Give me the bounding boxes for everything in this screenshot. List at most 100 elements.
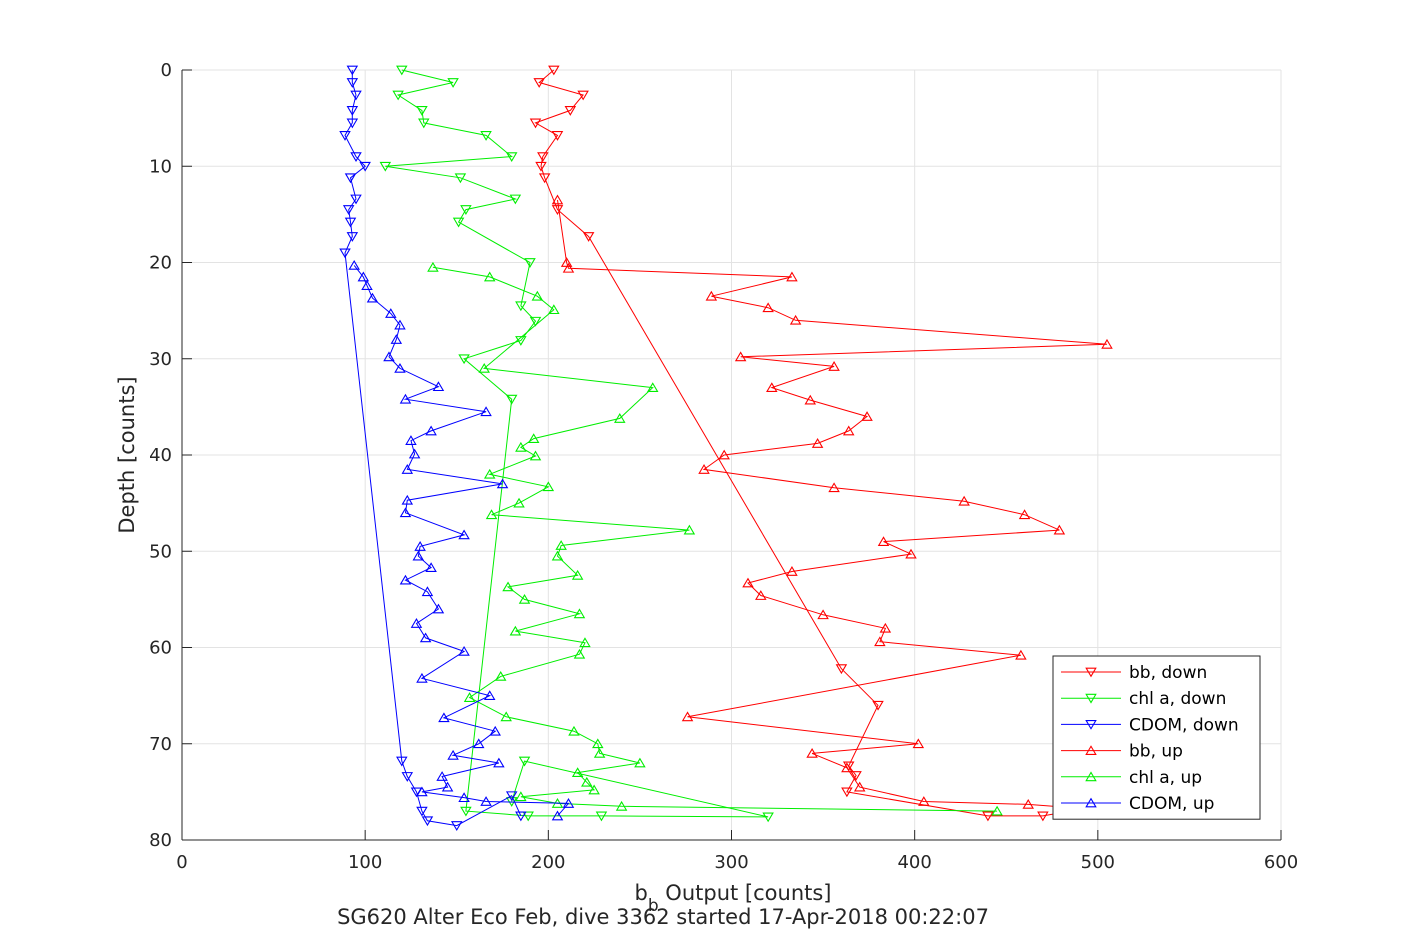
data-point	[485, 509, 498, 520]
data-point	[806, 747, 818, 758]
data-point	[766, 382, 778, 393]
data-point	[542, 481, 555, 492]
data-point	[509, 625, 522, 636]
data-point	[515, 811, 527, 822]
data-point	[879, 622, 892, 633]
data-point	[390, 334, 403, 344]
legend-label: bb, up	[1129, 742, 1183, 762]
data-point	[1101, 338, 1113, 349]
data-point	[366, 292, 379, 303]
data-point	[359, 161, 371, 172]
data-point	[551, 810, 564, 821]
data-point	[811, 438, 824, 448]
legend-marker	[1085, 745, 1097, 755]
data-point	[527, 433, 540, 444]
data-point	[458, 354, 470, 365]
data-point	[425, 562, 437, 573]
data-point	[755, 590, 767, 600]
series-line	[385, 69, 769, 818]
data-point	[842, 425, 855, 436]
data-point	[828, 361, 840, 371]
data-point	[408, 448, 421, 459]
data-point	[344, 217, 357, 228]
data-point	[416, 106, 428, 116]
data-point	[991, 805, 1003, 816]
series-bb-up	[551, 194, 1113, 813]
data-point	[450, 821, 463, 831]
data-point	[348, 259, 360, 270]
data-point	[460, 205, 472, 215]
data-point	[571, 569, 584, 580]
series-chl-a-down	[379, 65, 774, 823]
series-line	[534, 69, 1071, 817]
data-point	[346, 118, 359, 129]
y-tick-label: 0	[161, 60, 172, 81]
series-bb-down	[529, 65, 1077, 822]
data-point	[533, 78, 545, 88]
data-point	[463, 692, 476, 702]
y-tick-label: 60	[149, 638, 172, 659]
data-point	[1053, 524, 1066, 535]
series-line	[353, 265, 570, 817]
legend-marker	[1085, 720, 1097, 730]
legend-marker	[1085, 771, 1097, 782]
data-point	[483, 468, 496, 479]
data-point	[396, 756, 408, 767]
data-point	[905, 548, 917, 559]
data-point	[505, 791, 518, 802]
data-point	[551, 550, 564, 561]
data-point	[872, 700, 884, 711]
data-point	[835, 664, 848, 675]
data-point	[350, 194, 362, 205]
data-point	[436, 771, 448, 781]
data-point	[458, 645, 470, 656]
legend-label: CDOM, up	[1129, 794, 1214, 814]
y-tick-label: 70	[149, 734, 172, 755]
data-point	[502, 581, 514, 592]
data-point	[918, 796, 930, 806]
y-tick-label: 80	[149, 830, 172, 851]
data-point	[401, 772, 414, 782]
data-point	[595, 811, 608, 822]
data-point	[555, 540, 567, 550]
data-point	[405, 435, 417, 445]
data-point	[399, 507, 412, 518]
legend: bb, down chl a, down CDOM, down bb, up chl a…	[1052, 655, 1261, 820]
data-point	[460, 806, 472, 817]
data-point	[394, 319, 406, 330]
data-point	[573, 608, 586, 619]
data-point	[538, 173, 551, 184]
data-point	[529, 450, 542, 461]
data-point	[582, 232, 595, 242]
data-point	[579, 637, 591, 648]
data-point	[399, 393, 412, 404]
data-point	[518, 756, 531, 767]
data-point	[982, 811, 994, 822]
data-point	[529, 118, 542, 129]
data-point	[346, 78, 359, 88]
data-point	[551, 131, 564, 141]
legend-label: chl a, down	[1129, 689, 1226, 709]
data-point	[342, 205, 355, 215]
data-point	[518, 593, 531, 604]
x-axis-label-subscript: b	[648, 896, 659, 916]
data-point	[401, 464, 414, 474]
data-point	[361, 280, 373, 290]
legend-label: chl a, up	[1129, 768, 1202, 788]
data-point	[432, 381, 445, 392]
data-point	[762, 812, 774, 823]
series-chl-a-up	[427, 261, 1003, 816]
axes-frame	[181, 69, 1282, 841]
data-point	[427, 261, 439, 272]
data-point	[385, 308, 397, 318]
data-point	[551, 194, 564, 205]
data-point	[681, 711, 694, 722]
data-point	[483, 690, 496, 701]
data-point	[493, 757, 505, 768]
data-point	[357, 271, 370, 282]
data-point	[513, 497, 525, 508]
x-axis-label-rest: Output [counts]	[659, 881, 832, 905]
data-point	[489, 725, 501, 736]
legend-marker	[1085, 797, 1097, 808]
data-point	[416, 806, 428, 817]
